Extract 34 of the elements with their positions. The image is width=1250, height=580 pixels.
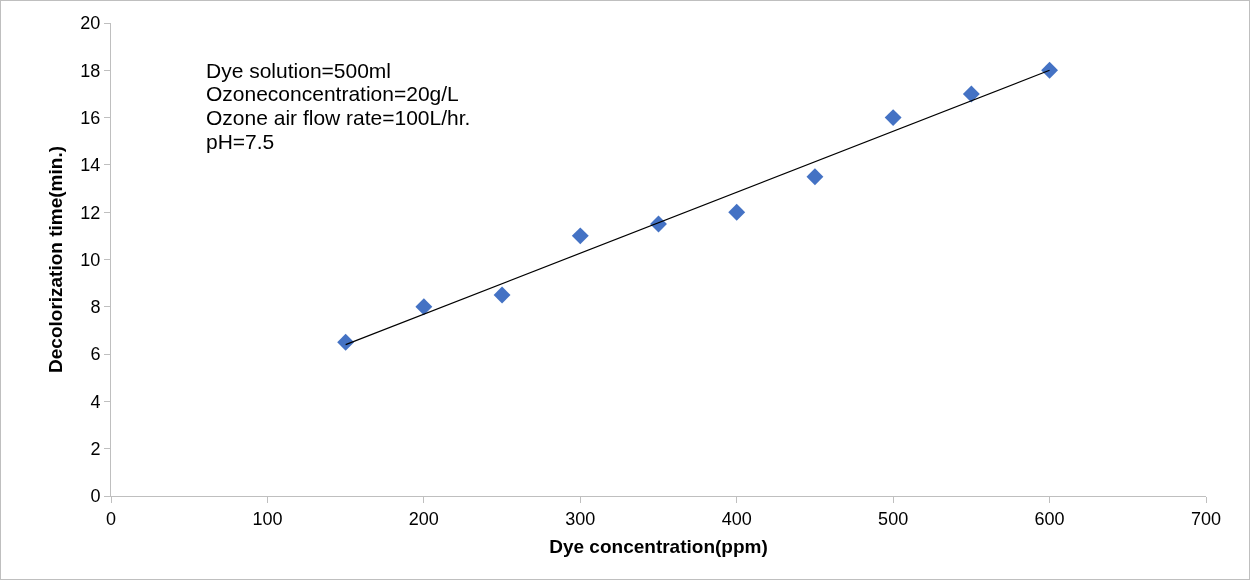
x-tick-label: 500 [878,508,909,529]
y-tick-label: 8 [90,297,101,318]
point [1041,61,1059,79]
y-tick-label: 18 [80,60,101,81]
y-tick-label: 20 [80,13,101,34]
point [415,298,433,316]
x-axis-title: Dye concentration(ppm) [549,536,768,558]
point [962,85,980,103]
point [493,286,511,304]
point [337,333,355,351]
y-tick-label: 4 [90,391,101,412]
annotation: pH=7.5 [206,130,275,153]
y-tick-label: 16 [80,107,101,128]
x-tick-label: 700 [1190,508,1222,529]
y-axis-title: Decolorization time(min.) [45,146,67,373]
y-tick-label: 2 [90,439,101,459]
x-tick-label: 400 [721,508,752,529]
x-tick-label: 600 [1034,508,1065,529]
y-tick-label: 14 [80,155,101,176]
y-tick-label: 0 [90,486,101,507]
y-tick-label: 12 [80,202,101,223]
point [884,109,902,127]
annotation: Ozoneconcentration=20g/L [206,82,459,105]
point [806,168,824,186]
x-tick-label: 200 [408,508,439,529]
x-tick-label: 0 [105,508,117,529]
annotation: Dye solution=500ml [206,59,392,82]
y-tick-label: 10 [80,249,101,270]
point [728,203,746,221]
x-tick-label: 300 [565,508,596,529]
x-tick-label: 100 [252,508,283,529]
point [571,227,589,245]
annotation: Ozone air flow rate=100L/hr. [206,106,471,129]
y-tick-label: 6 [90,344,101,365]
